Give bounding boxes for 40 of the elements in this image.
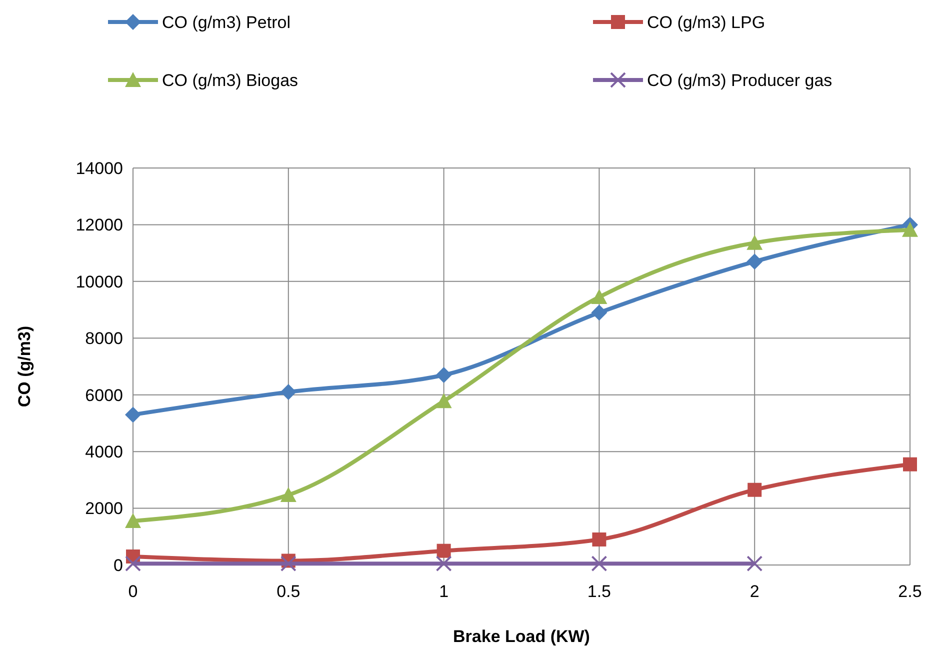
legend-label: CO (g/m3) Biogas <box>162 70 298 90</box>
point <box>746 254 763 270</box>
point <box>592 532 606 546</box>
legend-label: CO (g/m3) LPG <box>647 12 766 32</box>
point <box>436 393 452 408</box>
y-tick-label: 4000 <box>85 442 123 462</box>
point <box>591 556 608 572</box>
point <box>280 384 296 400</box>
point <box>591 289 608 304</box>
point <box>436 367 452 384</box>
y-tick-label: 0 <box>114 556 123 575</box>
x-tick-label: 2 <box>750 582 760 601</box>
point <box>746 556 763 572</box>
x-tick-label: 1 <box>439 582 449 601</box>
x-tick-label: 0.5 <box>276 582 300 601</box>
x-tick-label: 0 <box>128 582 138 601</box>
legend-label: CO (g/m3) Petrol <box>162 12 290 32</box>
legend-label: CO (g/m3) Producer gas <box>647 70 832 90</box>
x-axis-title: Brake Load (KW) <box>453 627 590 646</box>
point <box>280 486 296 502</box>
point <box>748 482 762 497</box>
x-tick-label: 2.5 <box>898 582 922 601</box>
point <box>280 556 296 572</box>
point <box>591 304 608 321</box>
y-tick-label: 14000 <box>76 158 123 178</box>
y-tick-label: 8000 <box>85 329 123 348</box>
point <box>436 556 452 572</box>
y-tick-label: 2000 <box>85 499 123 518</box>
y-tick-label: 12000 <box>76 216 123 235</box>
point <box>125 513 141 528</box>
point <box>436 544 451 558</box>
point <box>903 457 917 472</box>
y-tick-label: 6000 <box>85 386 123 405</box>
point <box>125 556 141 572</box>
point <box>902 222 918 237</box>
y-tick-label: 10000 <box>76 272 123 292</box>
x-tick-label: 1.5 <box>587 582 612 601</box>
point <box>746 234 763 250</box>
y-axis-title: CO (g/m3) <box>15 326 34 408</box>
point <box>125 406 141 423</box>
